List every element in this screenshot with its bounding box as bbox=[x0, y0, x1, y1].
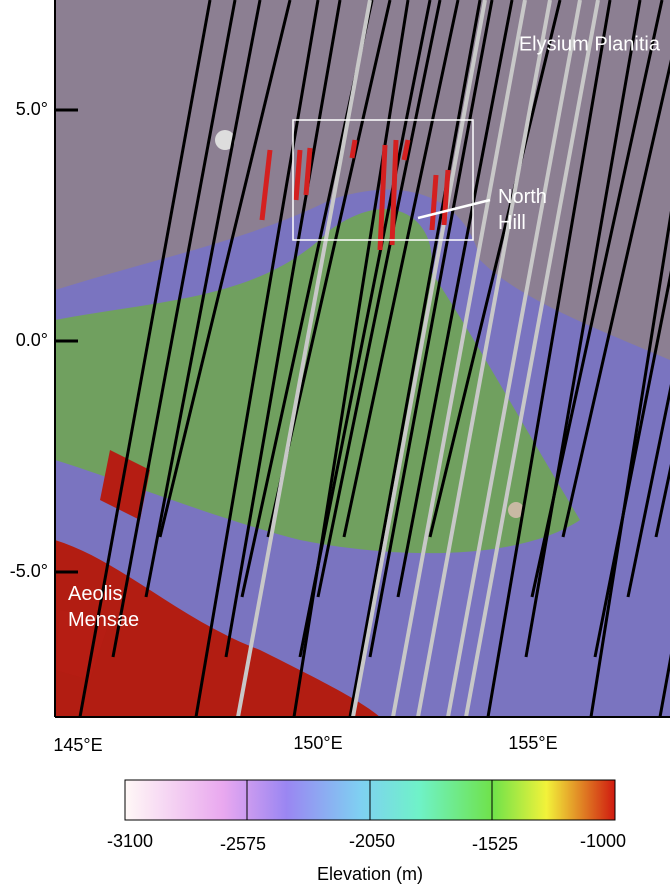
track bbox=[352, 140, 355, 158]
lat-label: -5.0° bbox=[10, 561, 48, 581]
colorbar-tick: -3100 bbox=[107, 831, 153, 851]
map bbox=[55, 0, 670, 717]
lon-label: 155°E bbox=[508, 733, 557, 753]
region-label: Elysium Planitia bbox=[519, 33, 661, 55]
colorbar-tick: -2575 bbox=[220, 834, 266, 854]
colorbar-tick: -1525 bbox=[472, 834, 518, 854]
colorbar-title: Elevation (m) bbox=[317, 864, 423, 884]
figure: Elysium Planitia NorthHill AeolisMensae … bbox=[0, 0, 670, 886]
colorbar-tick: -2050 bbox=[349, 831, 395, 851]
lon-label: 145°E bbox=[53, 735, 102, 755]
lat-label: 5.0° bbox=[16, 99, 48, 119]
lat-label: 0.0° bbox=[16, 330, 48, 350]
lon-label: 150°E bbox=[293, 733, 342, 753]
colorbar-tick: -1000 bbox=[580, 831, 626, 851]
